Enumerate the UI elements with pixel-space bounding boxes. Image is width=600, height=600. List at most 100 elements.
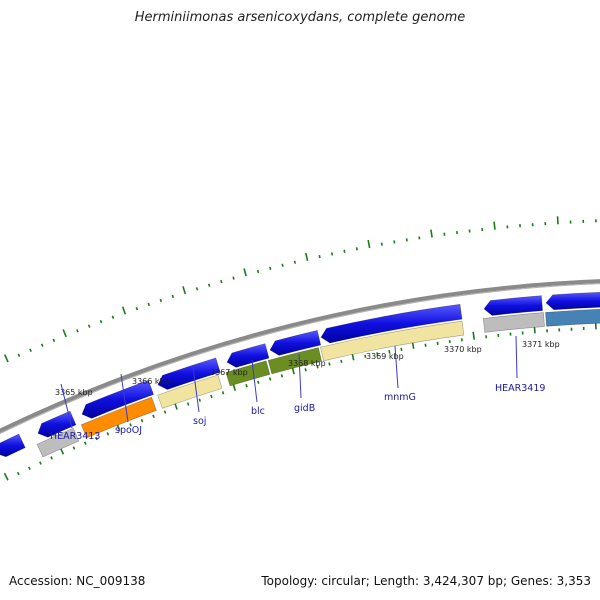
cog-category-box[interactable]: [80, 396, 157, 439]
tick-mark: [129, 423, 132, 427]
accession-text: Accession: NC_009138: [9, 574, 146, 588]
tick-mark: [182, 286, 187, 295]
tick-mark: [186, 402, 190, 406]
gene-arrow[interactable]: [269, 330, 322, 356]
tick-mark: [87, 324, 91, 328]
kbp-label-3368: 3368 kbp: [288, 359, 326, 368]
gene-label-gidb[interactable]: gidB: [294, 403, 315, 414]
tick-mark: [16, 471, 20, 476]
gene-leader-line: [298, 353, 302, 399]
tick-mark: [305, 252, 309, 262]
tick-mark: [340, 359, 343, 363]
tick-mark: [163, 410, 167, 414]
tick-mark: [95, 436, 98, 441]
tick-mark: [39, 461, 42, 465]
gene-label-soj[interactable]: soj: [193, 416, 206, 427]
tick-mark: [318, 254, 321, 259]
tick-mark: [220, 279, 223, 284]
gene-labels: HEAR3413 spoOJ soj blc gidB mnmG HEAR341…: [50, 335, 545, 442]
tick-mark: [221, 391, 225, 395]
gene-leader-line: [60, 383, 73, 429]
gene-arrow[interactable]: [37, 410, 77, 438]
gene-label-hear3413[interactable]: HEAR3413: [50, 431, 100, 442]
tick-mark: [50, 456, 53, 460]
tick-mark: [400, 347, 403, 351]
tick-mark: [556, 216, 559, 225]
kbp-label-3367: 3367 kbp: [210, 368, 248, 377]
kbp-label-3370: 3370 kbp: [444, 345, 482, 354]
tick-mark: [99, 319, 103, 324]
tick-mark: [393, 240, 396, 244]
tick-mark: [430, 229, 433, 238]
gene-arrow[interactable]: [545, 291, 600, 311]
outer-tick-ring: [3, 216, 597, 363]
tick-mark: [364, 354, 367, 358]
gene-label-blc[interactable]: blc: [251, 406, 265, 417]
tick-mark: [76, 329, 79, 333]
backbone-shadow: [0, 283, 600, 435]
tick-mark: [280, 374, 284, 378]
gene-label-spooj[interactable]: spoOJ: [115, 425, 142, 436]
tick-mark: [330, 252, 334, 256]
tick-mark: [28, 466, 31, 470]
gene-leader-line: [120, 373, 129, 423]
tick-mark: [316, 365, 319, 369]
cog-category-box[interactable]: [36, 427, 80, 458]
tick-mark: [304, 368, 307, 372]
genome-title: Herminiimonas arsenicoxydans, complete g…: [134, 10, 466, 25]
cog-category-box[interactable]: [320, 320, 465, 362]
gene-leader-line: [251, 359, 258, 403]
tick-mark: [207, 283, 211, 287]
reverse-strand-features: [36, 308, 600, 458]
gene-leader-line: [192, 366, 200, 413]
gene-arrow[interactable]: [157, 357, 221, 390]
kbp-label-3371: 3371 kbp: [522, 340, 560, 349]
tick-mark: [72, 446, 76, 450]
tick-mark: [245, 384, 248, 388]
tick-mark: [367, 239, 371, 249]
tick-mark: [256, 269, 260, 274]
gene-label-hear3419[interactable]: HEAR3419: [495, 383, 545, 394]
cog-category-box[interactable]: [267, 347, 322, 375]
tick-mark: [140, 418, 144, 423]
tick-mark: [3, 472, 9, 481]
gene-arrow[interactable]: [0, 433, 26, 458]
tick-mark: [171, 294, 175, 299]
genome-summary-text: Topology: circular; Length: 3,424,307 bp…: [261, 574, 591, 588]
tick-mark: [232, 276, 235, 280]
forward-strand-features: [0, 283, 600, 458]
tick-mark: [281, 263, 284, 267]
tick-mark: [493, 221, 496, 230]
tick-mark: [243, 268, 247, 277]
tick-mark: [152, 414, 155, 418]
kbp-label-3369: 3369 kbp: [366, 352, 404, 361]
genome-backbone: [0, 279, 600, 434]
gene-arrow[interactable]: [320, 303, 463, 344]
cog-category-box[interactable]: [157, 374, 223, 409]
tick-mark: [198, 398, 202, 402]
tick-mark: [472, 331, 475, 340]
tick-mark: [257, 380, 260, 384]
tick-mark: [293, 260, 297, 264]
gene-arrow[interactable]: [226, 343, 270, 368]
tick-mark: [268, 377, 272, 381]
gene-arrow[interactable]: [81, 379, 154, 419]
cog-category-box[interactable]: [225, 360, 271, 387]
tick-mark: [195, 287, 199, 291]
tick-mark: [376, 352, 379, 356]
tick-mark: [210, 394, 213, 399]
gene-arrow[interactable]: [483, 295, 543, 316]
kbp-label-3366: 3366 kbp: [132, 377, 170, 386]
tick-mark: [83, 441, 87, 445]
tick-mark: [29, 348, 32, 352]
gene-leader-line: [515, 335, 518, 379]
tick-mark: [52, 338, 56, 343]
tick-mark: [40, 343, 44, 347]
kbp-label-3365: 3365 kbp: [55, 388, 93, 397]
tick-mark: [147, 302, 151, 307]
gene-leader-line: [394, 345, 399, 389]
cog-category-box[interactable]: [482, 312, 545, 333]
cog-category-box[interactable]: [545, 308, 600, 327]
gene-label-mnmg[interactable]: mnmG: [384, 392, 416, 403]
